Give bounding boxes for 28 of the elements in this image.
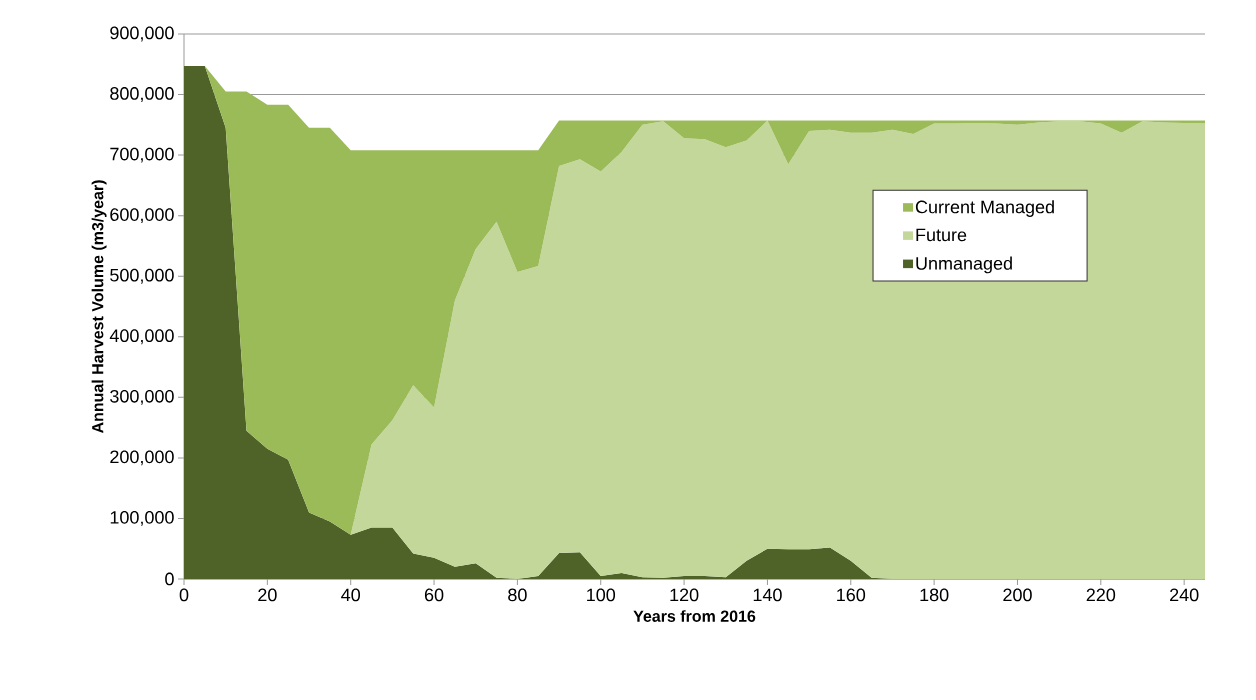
y-tick-label: 600,000 (110, 208, 174, 224)
legend-label: Future (916, 228, 967, 242)
x-axis-title: Years from 2016 (633, 610, 756, 622)
legend-label: Unmanaged (916, 256, 1012, 274)
x-tick-label: 140 (753, 588, 782, 602)
y-tick-label: 400,000 (109, 329, 174, 345)
y-tick-label: 0 (165, 572, 174, 586)
y-tick-label: 300,000 (110, 389, 174, 405)
x-tick-label: 160 (837, 588, 866, 602)
y-tick-label: 100,000 (110, 510, 174, 526)
y-tick-label: 700,000 (110, 147, 174, 163)
y-tick-label: 800,000 (110, 87, 174, 102)
y-axis-title: Annual Harvest Volume (m3/year) (91, 180, 107, 434)
x-tick-label: 180 (920, 588, 949, 602)
x-tick-label: 40 (341, 588, 361, 602)
x-tick-label: 200 (1003, 588, 1032, 602)
x-tick-label: 20 (258, 588, 277, 602)
x-tick-label: 240 (1170, 588, 1199, 602)
x-tick-label: 0 (179, 588, 189, 602)
x-tick-label: 120 (670, 588, 699, 602)
x-tick-label: 60 (424, 588, 444, 602)
x-tick-label: 220 (1086, 588, 1116, 602)
x-tick-label: 80 (508, 588, 527, 602)
y-tick-label: 900,000 (110, 26, 174, 42)
y-tick-label: 500,000 (110, 268, 174, 284)
x-tick-label: 100 (587, 588, 616, 602)
legend-label: Current Managed (915, 200, 1054, 217)
y-tick-label: 200,000 (110, 450, 174, 466)
